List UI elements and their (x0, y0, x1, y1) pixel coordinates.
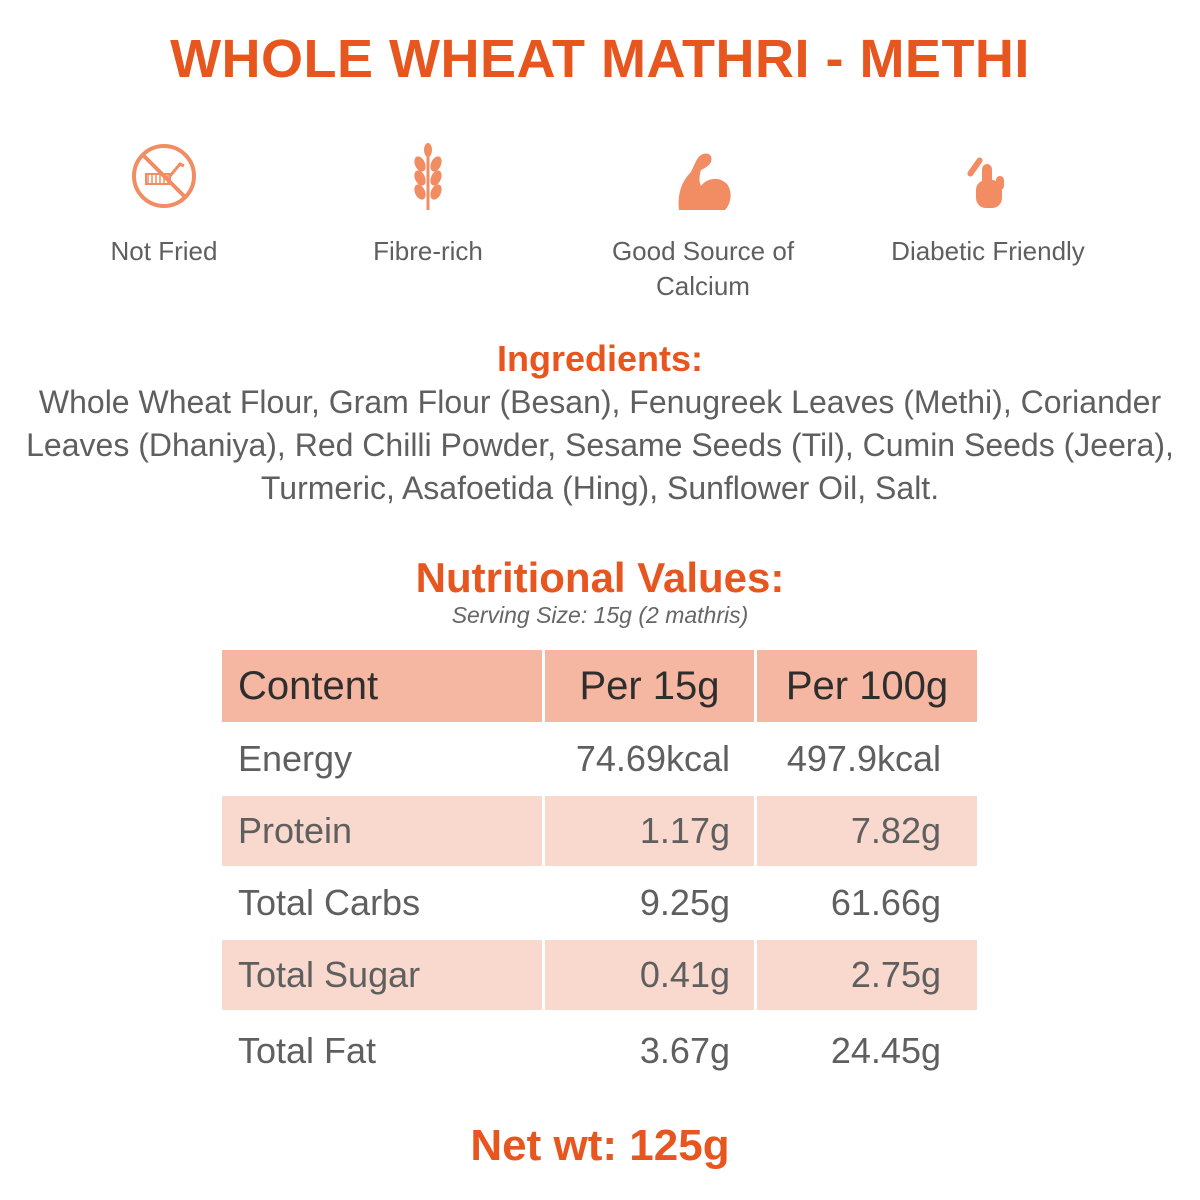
nutrient-name: Protein (222, 794, 542, 866)
feature-label-fibre-rich: Fibre-rich (373, 236, 483, 266)
feature-diabetic-friendly: Diabetic Friendly (858, 140, 1118, 269)
nutrient-per-15g: 3.67g (542, 1010, 754, 1090)
feature-label-diabetic-friendly: Diabetic Friendly (891, 236, 1085, 266)
feature-label-not-fried: Not Fried (110, 236, 218, 266)
nutrient-per-15g: 9.25g (542, 866, 754, 938)
nutrient-per-15g: 0.41g (542, 938, 754, 1010)
nutrient-per-100g: 2.75g (754, 938, 977, 1010)
column-header-per-100g: Per 100g (754, 650, 977, 722)
table-row: Protein 1.17g 7.82g (222, 794, 977, 866)
table-row: Energy 74.69kcal 497.9kcal (222, 722, 977, 794)
feature-fibre-rich: Fibre-rich (298, 140, 558, 269)
nutrient-name: Total Fat (222, 1010, 542, 1090)
table-row: Total Fat 3.67g 24.45g (222, 1010, 977, 1090)
nutrient-name: Energy (222, 722, 542, 794)
ingredients-text: Whole Wheat Flour, Gram Flour (Besan), F… (26, 384, 1174, 506)
not-fried-icon (132, 144, 196, 208)
feature-label-calcium: Good Source of Calcium (611, 236, 795, 301)
feature-calcium: Good Source of Calcium (573, 140, 833, 304)
column-header-content: Content (222, 650, 542, 722)
nutrient-per-100g: 7.82g (754, 794, 977, 866)
serving-size: Serving Size: 15g (2 mathris) (451, 602, 749, 628)
nutrient-per-15g: 74.69kcal (542, 722, 754, 794)
nutrient-name: Total Sugar (222, 938, 542, 1010)
column-header-per-15g: Per 15g (542, 650, 754, 722)
table-header-row: Content Per 15g Per 100g (222, 650, 977, 722)
nutrition-table: Content Per 15g Per 100g Energy 74.69kca… (222, 650, 977, 1090)
flexed-arm-icon (678, 153, 731, 210)
feature-icons-row: Not Fried Fibre-rich Good Source of Calc… (0, 140, 1200, 310)
ingredients-heading: Ingredients: (496, 338, 703, 379)
nutrient-per-100g: 61.66g (754, 866, 977, 938)
product-title: WHOLE WHEAT MATHRI - METHI (170, 29, 1030, 89)
table-row: Total Carbs 9.25g 61.66g (222, 866, 977, 938)
nutrient-per-15g: 1.17g (542, 794, 754, 866)
wheat-icon (414, 143, 442, 210)
nutrient-name: Total Carbs (222, 866, 542, 938)
finger-prick-icon (967, 157, 1004, 208)
feature-not-fried: Not Fried (34, 140, 294, 269)
nutrient-per-100g: 497.9kcal (754, 722, 977, 794)
nutrient-per-100g: 24.45g (754, 1010, 977, 1090)
nutrition-heading: Nutritional Values: (415, 554, 785, 601)
table-row: Total Sugar 0.41g 2.75g (222, 938, 977, 1010)
net-weight: Net wt: 125g (470, 1121, 730, 1170)
